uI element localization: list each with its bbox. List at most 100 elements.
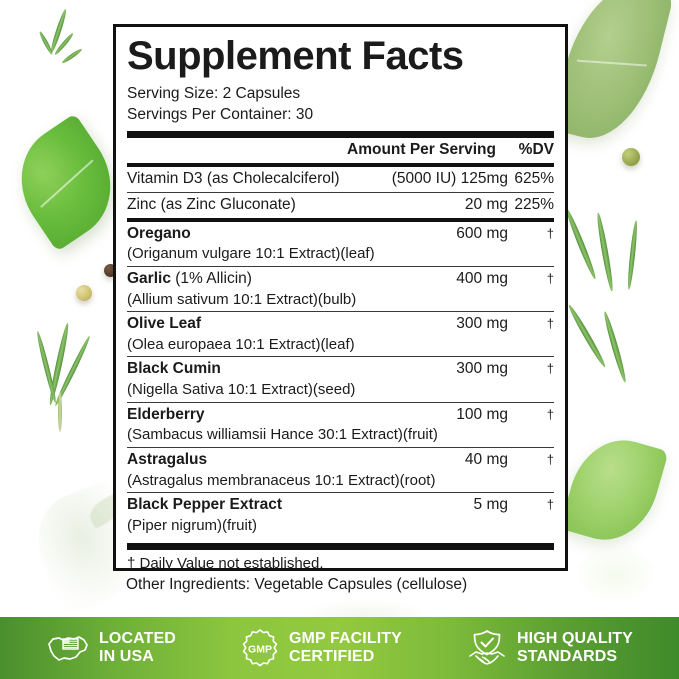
divider-row: [127, 401, 554, 403]
divider-med-botanicals: [127, 217, 554, 222]
row-amount: 400 mg: [456, 269, 508, 287]
rosemary-stem-icon: [58, 392, 62, 432]
row-latin-name: (Olea europaea 10:1 Extract)(leaf): [127, 335, 355, 353]
badge-line-1: GMP FACILITY: [289, 630, 402, 648]
page-title: Supplement Facts: [127, 34, 464, 78]
column-header-dv: %DV: [518, 141, 554, 159]
row-name-bold: Black Cumin: [127, 360, 221, 378]
badge-label: HIGH QUALITY STANDARDS: [517, 630, 633, 666]
row-dv: †: [546, 361, 554, 377]
row-latin-name: (Sambacus williamsii Hance 30:1 Extract)…: [127, 426, 438, 444]
row-name-rest: (1% Allicin): [170, 269, 252, 287]
supplement-facts-panel: Supplement Facts Serving Size: 2 Capsule…: [113, 24, 568, 573]
serving-size-text: Serving Size: 2 Capsules: [127, 85, 301, 103]
badge-line-1: LOCATED: [99, 630, 176, 648]
row-latin-name: (Piper nigrum)(fruit): [127, 516, 258, 534]
basil-leaf-icon: [559, 428, 669, 552]
rosemary-needle-icon: [566, 303, 608, 369]
thyme-leaf-icon: [38, 30, 54, 56]
certification-banner: LOCATED IN USA GMP GMP FACILITY CERTIFIE…: [0, 617, 679, 679]
row-amount: (5000 IU) 125mg: [391, 170, 508, 188]
badge-high-quality-standards: HIGH QUALITY STANDARDS: [466, 628, 633, 668]
row-dv: †: [546, 270, 554, 286]
rosemary-needle-icon: [53, 334, 92, 408]
row-dv: 625%: [514, 170, 554, 188]
thyme-sprig-icon: [49, 8, 68, 54]
rosemary-needle-icon: [595, 212, 615, 292]
table-row: Zinc (as Zinc Gluconate) 20 mg 225%: [127, 193, 554, 218]
servings-per-container-text: Servings Per Container: 30: [127, 105, 314, 123]
row-latin-name: (Astragalus membranaceus 10:1 Extract)(r…: [127, 471, 436, 489]
divider-row: [127, 191, 554, 193]
divider-row: [127, 446, 554, 448]
row-amount: 100 mg: [456, 405, 508, 423]
row-amount: 5 mg: [473, 496, 508, 514]
row-name: Astragalus: [127, 450, 465, 471]
row-name-bold: Black Pepper Extract: [127, 496, 283, 514]
row-name-bold: Olive Leaf: [127, 315, 202, 333]
row-dv: †: [546, 316, 554, 332]
row-amount: 20 mg: [464, 195, 508, 213]
basil-leaf-reflection-icon: [576, 546, 656, 602]
divider-row: [127, 492, 554, 494]
row-latin-name: (Nigella Sativa 10:1 Extract)(seed): [127, 381, 356, 399]
row-dv: †: [546, 225, 554, 241]
row-amount: 600 mg: [456, 224, 508, 242]
row-name-bold: Elderberry: [127, 405, 205, 423]
row-dv: 225%: [514, 195, 554, 213]
row-dv: †: [546, 451, 554, 467]
badge-line-1: HIGH QUALITY: [517, 630, 633, 648]
table-row: Vitamin D3 (as Cholecalciferol) (5000 IU…: [127, 167, 554, 192]
thyme-leaf-icon: [61, 47, 83, 65]
sage-leaf-icon: [549, 0, 675, 151]
row-latin-name: (Origanum vulgare 10:1 Extract)(leaf): [127, 245, 375, 263]
table-row: Olive Leaf 300 mg † (Olea europaea 10:1 …: [127, 312, 554, 356]
badge-located-in-usa: LOCATED IN USA: [46, 630, 176, 666]
divider-row: [127, 265, 554, 267]
column-header-amount: Amount Per Serving: [347, 141, 496, 159]
row-dv: †: [546, 406, 554, 422]
badge-line-2: CERTIFIED: [289, 648, 375, 665]
usa-map-flag-icon: [48, 635, 88, 661]
row-latin-name: (Allium sativum 10:1 Extract)(bulb): [127, 290, 357, 308]
table-row: Black Pepper Extract 5 mg † (Piper nigru…: [127, 493, 554, 537]
row-name: Vitamin D3 (as Cholecalciferol): [127, 170, 340, 188]
thyme-leaf-icon: [53, 31, 75, 57]
badge-gmp-certified: GMP GMP FACILITY CERTIFIED: [240, 628, 402, 668]
gmp-seal-icon: GMP: [242, 629, 278, 667]
divider-row: [127, 311, 554, 313]
table-row: Astragalus 40 mg † (Astragalus membranac…: [127, 448, 554, 492]
badge-label: GMP FACILITY CERTIFIED: [289, 630, 402, 666]
row-name-bold: Garlic: [127, 269, 171, 287]
table-row: Oregano 600 mg † (Origanum vulgare 10:1 …: [127, 222, 554, 266]
row-name: Elderberry: [127, 405, 456, 426]
rosemary-needle-icon: [601, 310, 629, 384]
row-name: Olive Leaf: [127, 314, 456, 335]
shield-handshake-icon: [469, 630, 505, 665]
row-name: Oregano: [127, 224, 456, 245]
row-name: Garlic (1% Allicin): [127, 269, 456, 290]
row-amount: 300 mg: [456, 315, 508, 333]
column-headers: Amount Per Serving %DV: [127, 138, 554, 163]
table-row: Black Cumin 300 mg † (Nigella Sativa 10:…: [127, 357, 554, 401]
rosemary-needle-icon: [35, 330, 58, 404]
divider-thick-top: [127, 131, 554, 139]
row-dv: †: [546, 497, 554, 513]
table-row: Garlic (1% Allicin) 400 mg † (Allium sat…: [127, 267, 554, 311]
peppercorn-icon: [622, 148, 640, 166]
row-amount: 40 mg: [464, 450, 508, 468]
divider-thick-bottom: [127, 543, 554, 551]
gmp-seal-text: GMP: [248, 643, 272, 655]
peppercorn-icon: [76, 285, 92, 301]
rosemary-needle-icon: [563, 207, 599, 281]
row-name-bold: Oregano: [127, 224, 191, 242]
rosemary-needle-icon: [47, 322, 71, 406]
row-name-bold: Astragalus: [127, 450, 208, 468]
row-amount: 300 mg: [456, 360, 508, 378]
badge-line-2: IN USA: [99, 648, 154, 665]
daily-value-footnote: † Daily Value not established.: [127, 555, 324, 573]
other-ingredients-text: Other Ingredients: Vegetable Capsules (c…: [126, 576, 468, 593]
rosemary-needle-icon: [626, 219, 639, 291]
divider-row: [127, 356, 554, 358]
